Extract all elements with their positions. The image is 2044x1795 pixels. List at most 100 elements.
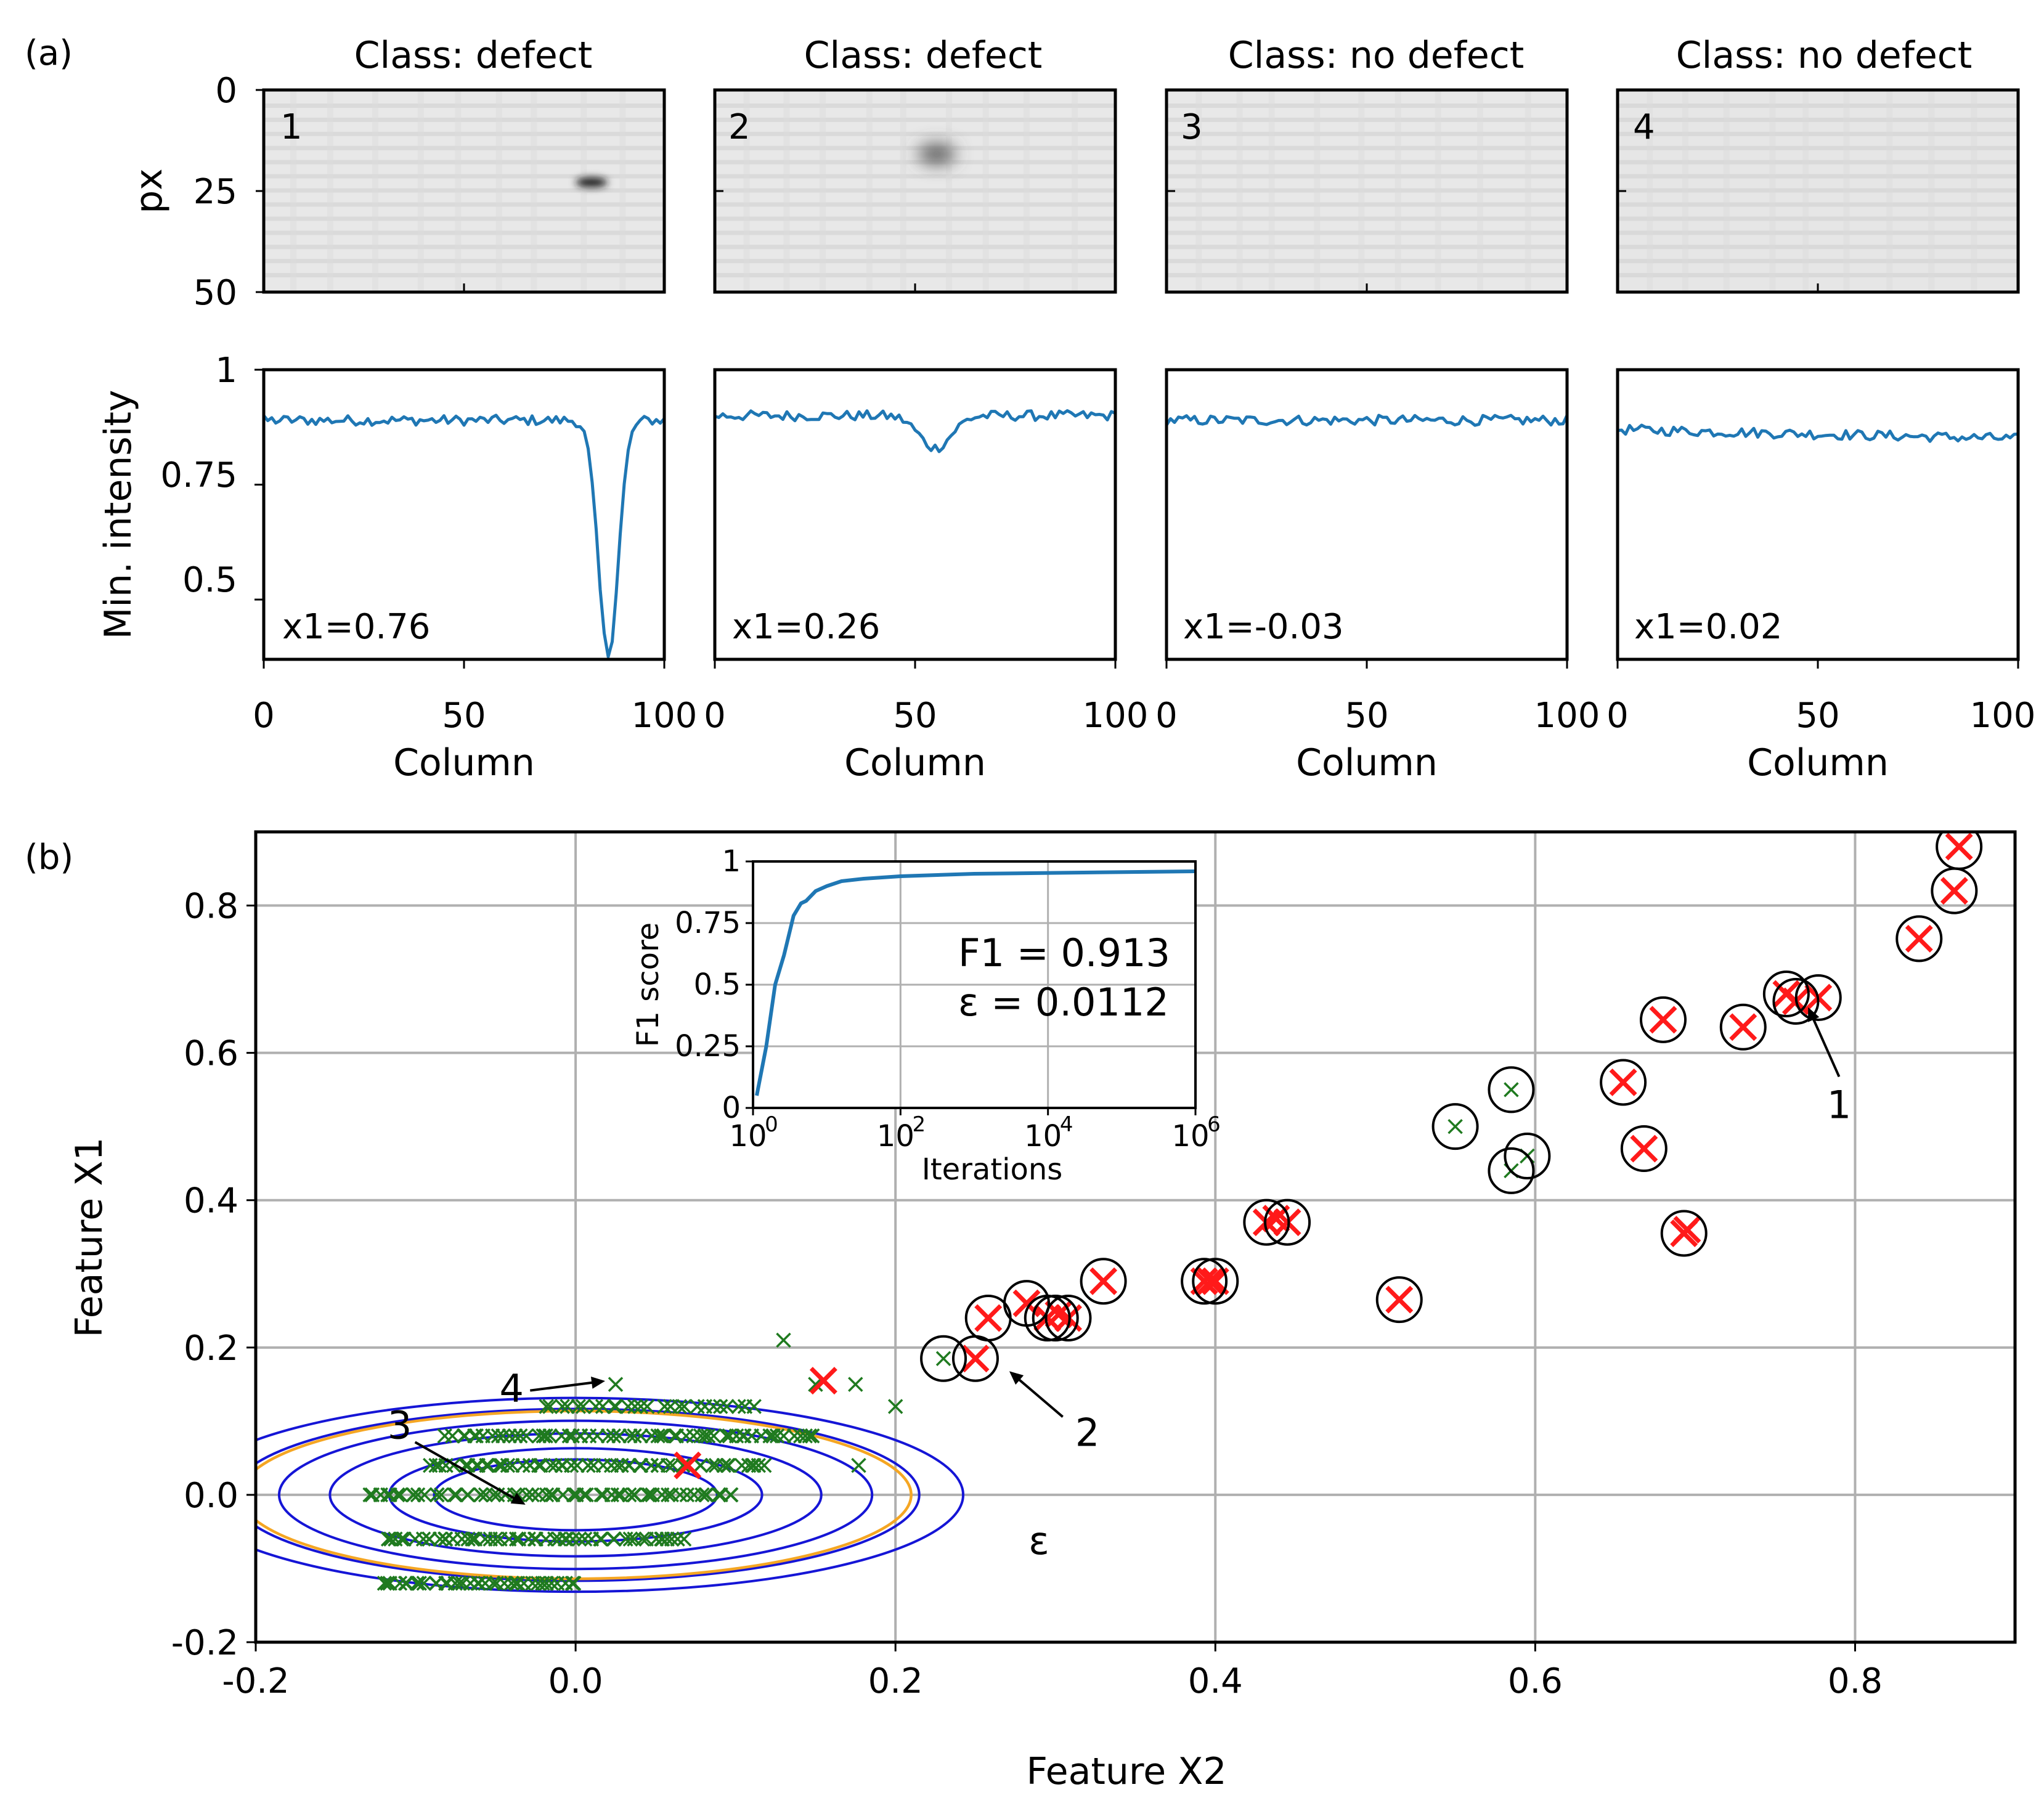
- normal-point: [622, 1531, 638, 1547]
- normal-point-stroke: [481, 1457, 496, 1473]
- normal-point: [542, 1399, 558, 1414]
- image-stripe: [1618, 259, 2018, 264]
- normal-point-stroke: [1447, 1118, 1463, 1134]
- normal-point-stroke: [519, 1487, 535, 1503]
- normal-point-stroke: [563, 1457, 579, 1473]
- normal-point: [622, 1487, 637, 1503]
- image-stripe: [1618, 202, 2018, 207]
- normal-point: [648, 1531, 664, 1547]
- image-title-1: Class: defect: [354, 34, 593, 77]
- normal-point: [433, 1487, 449, 1503]
- image-stripe: [264, 202, 664, 207]
- annotation-label-1: 1: [1827, 1082, 1851, 1127]
- annotation-arrow-4: [530, 1381, 595, 1392]
- normal-point-stroke: [700, 1428, 716, 1444]
- image-vstripe: [1314, 90, 1321, 292]
- normal-point-stroke: [392, 1576, 408, 1591]
- normal-point: [571, 1531, 587, 1547]
- normal-point: [693, 1457, 709, 1473]
- image-panel-1: Class: defect 1: [256, 34, 666, 294]
- normal-point-stroke: [786, 1428, 802, 1444]
- normal-point: [447, 1576, 463, 1591]
- normal-point: [627, 1428, 642, 1444]
- image-stripe: [264, 259, 664, 264]
- normal-point-stroke: [465, 1531, 480, 1547]
- inset-xtick-exponent: 6: [1207, 1112, 1221, 1137]
- normal-point-stroke: [776, 1332, 791, 1348]
- normal-point-stroke: [380, 1576, 395, 1591]
- annotation-arrow-1: [1811, 1017, 1841, 1078]
- normal-point: [672, 1399, 687, 1414]
- normal-point-stroke: [577, 1531, 593, 1547]
- normal-point: [627, 1487, 643, 1503]
- p2-xlabel: Column: [844, 741, 986, 784]
- normal-point: [502, 1428, 517, 1444]
- inset-xlabel: Iterations: [922, 1152, 1063, 1187]
- profile-panel-2: x1=0.26: [713, 368, 1117, 661]
- contour-line: [256, 1396, 964, 1594]
- normal-point-stroke: [539, 1399, 554, 1414]
- normal-point: [377, 1576, 393, 1591]
- normal-point: [633, 1399, 649, 1414]
- normal-point-stroke: [650, 1428, 666, 1444]
- image-stripe: [264, 104, 664, 108]
- normal-point: [508, 1428, 523, 1444]
- normal-point-stroke: [571, 1399, 586, 1414]
- image-stripe: [715, 145, 1115, 150]
- anomaly-point-stroke: [1649, 1006, 1677, 1034]
- normal-point-stroke: [576, 1487, 592, 1503]
- normal-point-stroke: [653, 1428, 669, 1444]
- image-vstripe: [1682, 90, 1689, 292]
- normal-point-stroke: [769, 1428, 785, 1444]
- normal-point: [519, 1487, 535, 1503]
- normal-point-stroke: [470, 1576, 486, 1591]
- normal-point-stroke: [412, 1576, 427, 1591]
- profile-line-4: [1617, 423, 2019, 443]
- annotation-label-3: 3: [388, 1402, 412, 1447]
- detected-circle: [1032, 1295, 1079, 1341]
- image-vstripe: [1843, 90, 1850, 292]
- p3-xtick-50: 50: [1345, 696, 1388, 736]
- scatter-ytick-label: 0.0: [184, 1476, 238, 1516]
- normal-point: [500, 1457, 516, 1473]
- image-vstripe: [1769, 90, 1776, 292]
- anomaly-point-stroke: [1197, 1267, 1224, 1295]
- image-stripe: [715, 131, 1115, 136]
- image-vstripe: [290, 90, 297, 292]
- normal-point-stroke: [676, 1531, 692, 1547]
- normal-point-stroke: [416, 1576, 432, 1591]
- anomaly-point: [809, 1367, 837, 1395]
- normal-point: [751, 1457, 767, 1473]
- image-vstripe: [1886, 90, 1893, 292]
- profile-ytick-label-1: 1: [215, 351, 237, 391]
- normal-points: [362, 1082, 1535, 1591]
- normal-point: [769, 1428, 785, 1444]
- scatter-xtick-label: 0.4: [1188, 1661, 1243, 1701]
- inset-ytick-label: 0.25: [675, 1029, 741, 1064]
- normal-point-stroke: [632, 1457, 648, 1473]
- image-stripe: [1167, 160, 1567, 165]
- normal-point: [444, 1428, 460, 1444]
- normal-point: [473, 1487, 489, 1503]
- normal-point: [611, 1428, 627, 1444]
- normal-point-stroke: [693, 1428, 709, 1444]
- normal-point: [505, 1457, 520, 1473]
- normal-point: [577, 1531, 593, 1547]
- normal-point: [640, 1399, 655, 1414]
- normal-point: [491, 1428, 507, 1444]
- normal-point-stroke: [731, 1399, 746, 1414]
- normal-point-stroke: [539, 1576, 554, 1591]
- detected-circle: [1264, 1199, 1311, 1246]
- normal-point: [660, 1457, 676, 1473]
- image-panel-2: Class: defect 2: [713, 34, 1117, 294]
- normal-point: [786, 1428, 802, 1444]
- anomaly-point: [1905, 924, 1933, 953]
- image-vstripe: [327, 90, 333, 292]
- normal-point: [415, 1531, 431, 1547]
- image-vstripe: [531, 90, 537, 292]
- normal-point-stroke: [704, 1457, 720, 1473]
- image-stripe: [1167, 174, 1567, 179]
- image-ytick-label-0: 0: [215, 71, 237, 111]
- anomaly-point-stroke: [809, 1367, 837, 1395]
